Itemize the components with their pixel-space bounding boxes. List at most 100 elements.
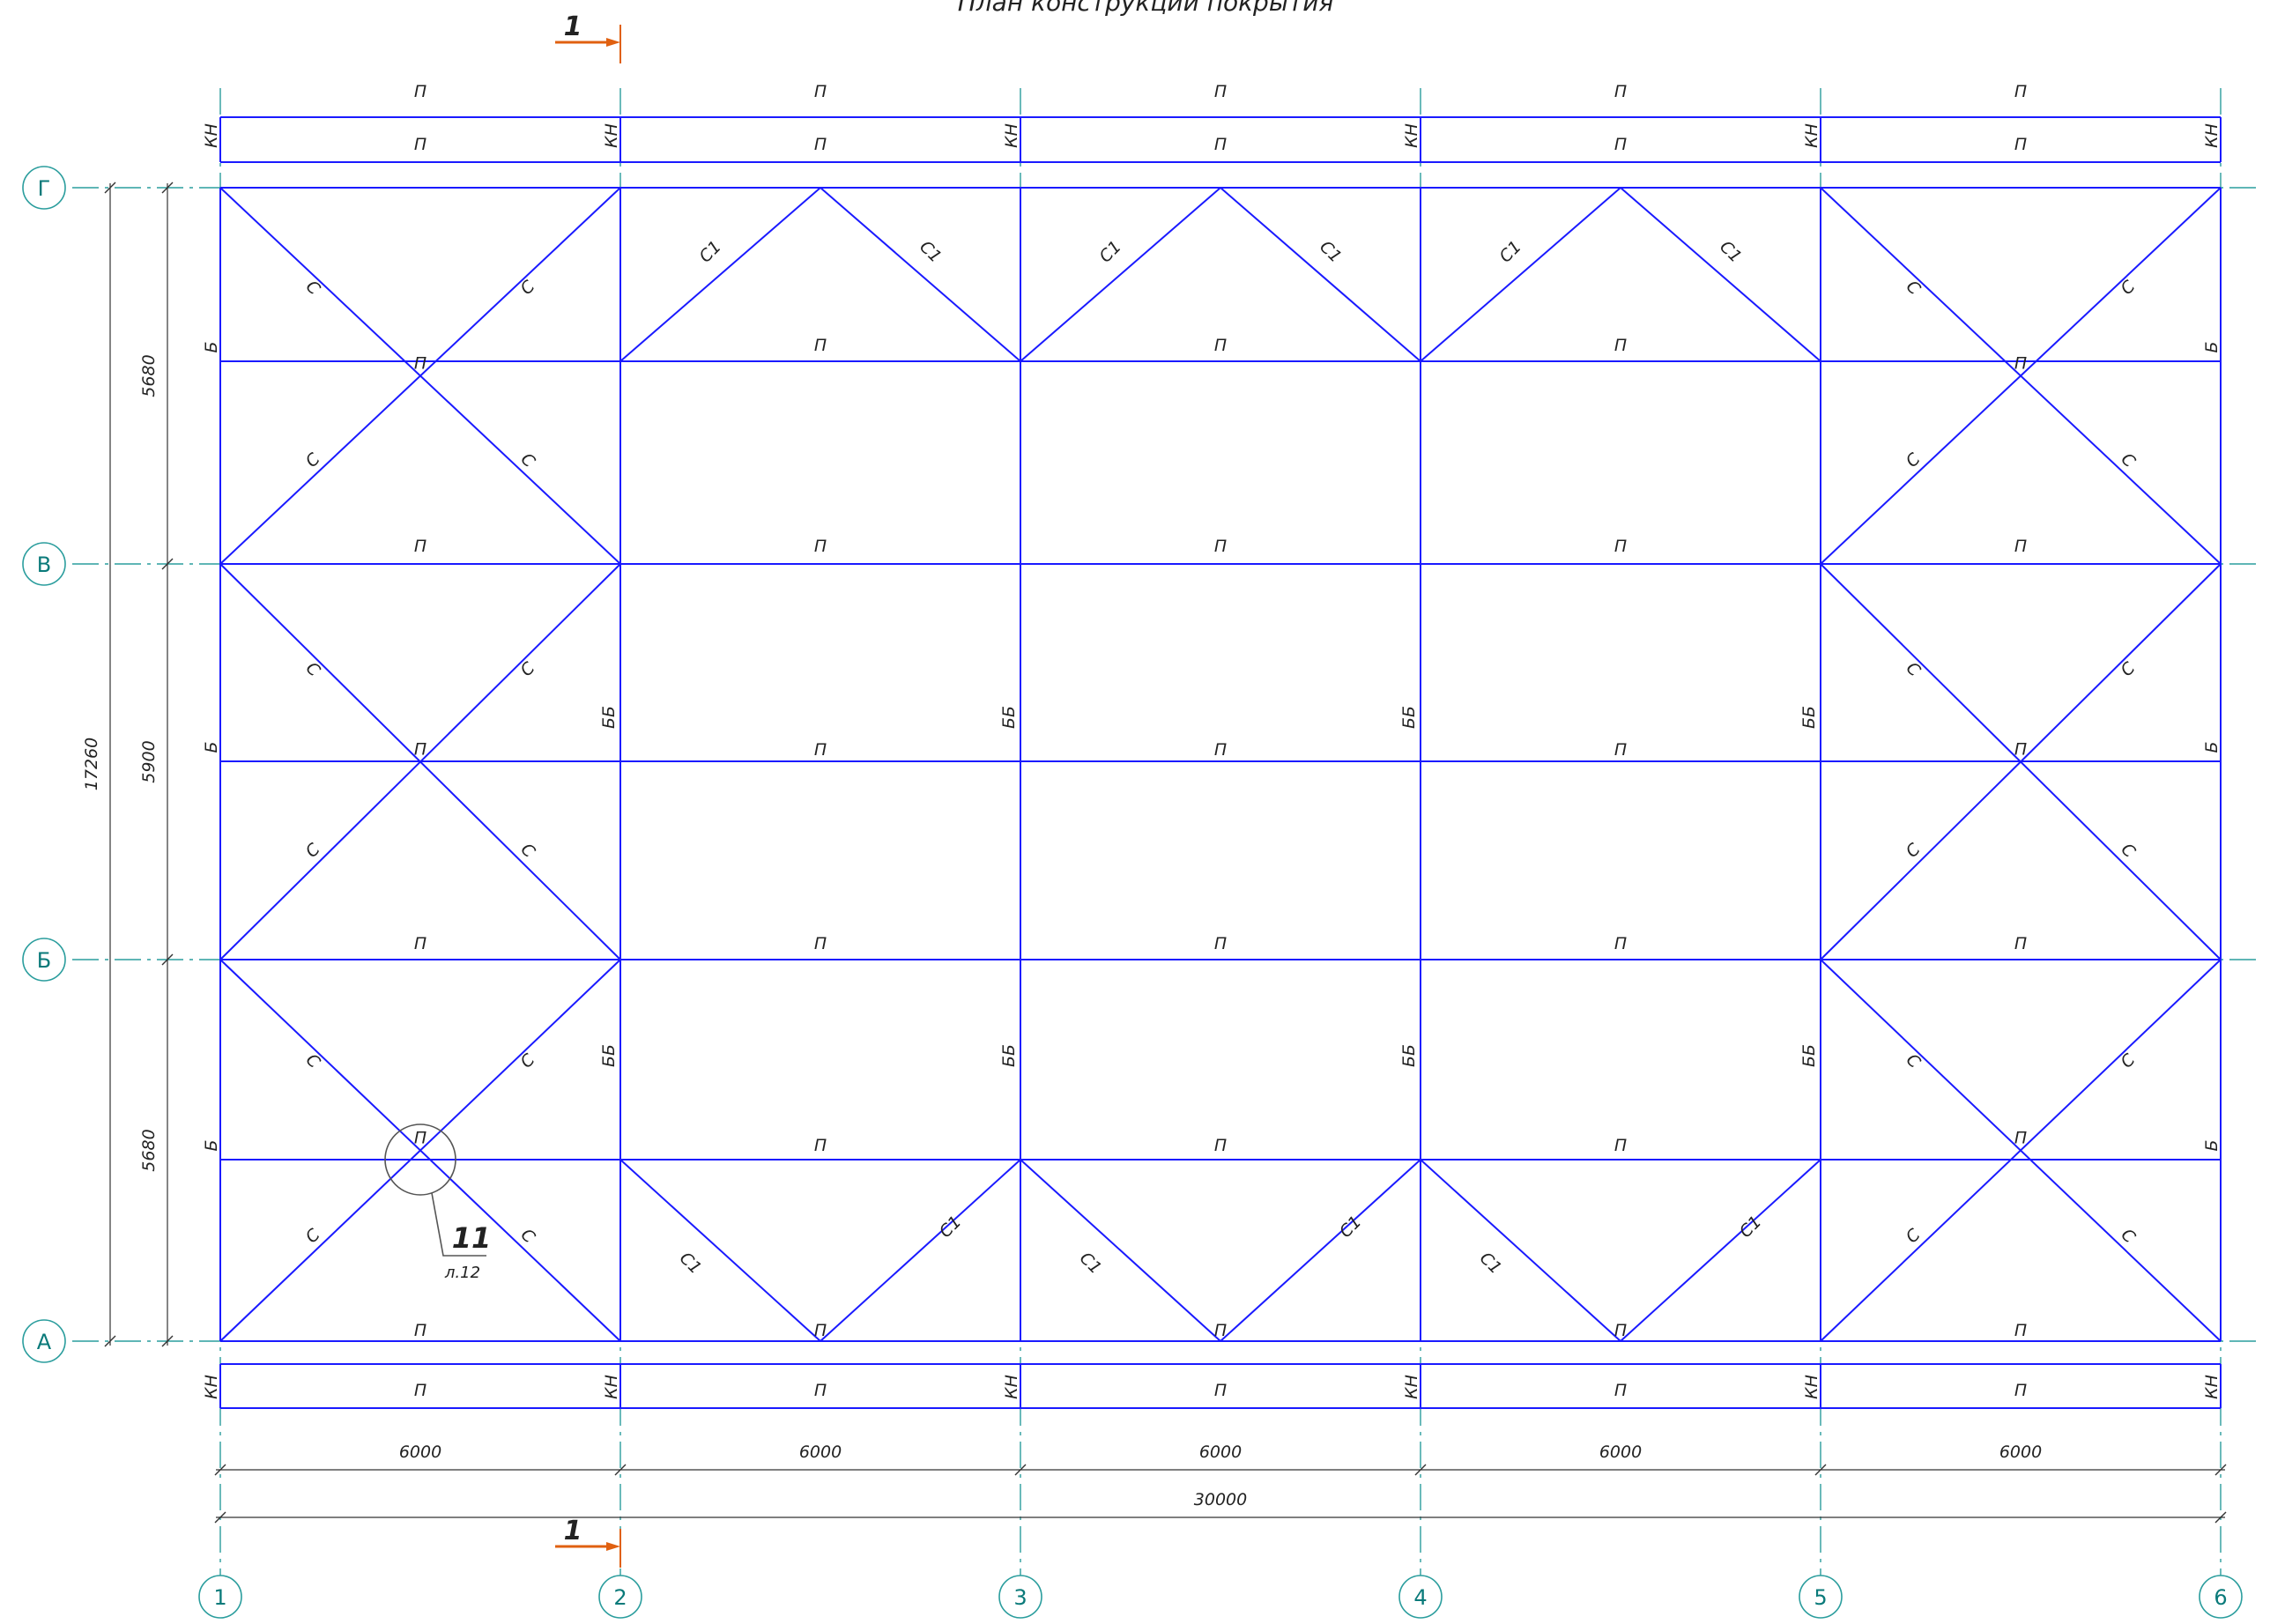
purlin-label: П: [2014, 135, 2027, 154]
purlin-label: П: [414, 82, 427, 101]
span-dimension: 6000: [1999, 1442, 2042, 1462]
purlin-label: П: [1214, 1321, 1227, 1340]
drawing-title: План конструкций покрытия: [958, 0, 1334, 17]
cantilever-label: КН: [602, 1375, 621, 1399]
purlin-label: П: [1614, 135, 1627, 154]
purlin-label: П: [1614, 740, 1627, 760]
purlin-label: П: [814, 740, 827, 760]
axis-label: 5: [1814, 1585, 1827, 1610]
brace-label: С: [1903, 1050, 1925, 1072]
detail-callout-sheet: л.12: [444, 1264, 480, 1282]
cantilever-label: КН: [1802, 1375, 1821, 1399]
brace-beam-label: ББ: [1399, 706, 1419, 729]
purlin-label: П: [1214, 537, 1227, 556]
brace-diagonal: [620, 188, 820, 361]
purlin-label: П: [1214, 740, 1227, 760]
cantilever-label: КН: [1802, 123, 1821, 148]
beam-label: Б: [202, 741, 221, 753]
purlin-label: П: [2014, 354, 2027, 374]
purlin-label: П: [1614, 1381, 1627, 1400]
brace-diagonal: [1421, 188, 1621, 361]
brace-diagonal: [1020, 1160, 1220, 1341]
purlin-label: П: [1214, 934, 1227, 953]
brace-diagonal: [1220, 1160, 1421, 1341]
purlin-label: П: [2014, 1381, 2027, 1400]
span-dimension: 6000: [1199, 1442, 1242, 1462]
brace-label: С1: [1495, 237, 1524, 266]
brace-label: С1: [676, 1249, 705, 1278]
purlin-label: П: [1614, 934, 1627, 953]
brace-label: С: [302, 1050, 324, 1072]
purlin-label: П: [414, 537, 427, 556]
purlin-label: П: [814, 1381, 827, 1400]
purlin-label: П: [2014, 740, 2027, 760]
brace-label: С: [1903, 449, 1925, 471]
brace-label: С: [516, 277, 538, 299]
span-dimension: 6000: [1599, 1442, 1642, 1462]
purlin-label: П: [1614, 537, 1627, 556]
brace-label: С1: [1736, 1212, 1765, 1242]
brace-diagonal: [1220, 188, 1421, 361]
brace-label: С: [2117, 449, 2139, 471]
cantilever-label: КН: [2202, 1375, 2222, 1399]
cantilever-label: КН: [1002, 123, 1021, 148]
purlin-label: П: [2014, 1321, 2027, 1340]
brace-label: С: [516, 449, 538, 471]
brace-label: С: [516, 1049, 538, 1072]
purlin-label: П: [1614, 336, 1627, 355]
brace-label: С: [2117, 840, 2139, 862]
axis-label: 1: [213, 1585, 226, 1610]
brace-label: С: [302, 449, 324, 471]
purlin-label: П: [1614, 1321, 1627, 1340]
total-dimension-vertical: 17260: [82, 738, 101, 790]
brace-beam-label: ББ: [999, 706, 1019, 729]
beam-label: Б: [2202, 741, 2222, 753]
brace-label: С: [1903, 277, 1925, 299]
brace-label: С1: [1076, 1249, 1105, 1278]
brace-label: С: [1903, 1225, 1925, 1247]
cantilever-label: КН: [202, 1375, 221, 1399]
purlin-label: П: [1214, 1136, 1227, 1155]
brace-diagonal: [1621, 1160, 1821, 1341]
brace-label: С: [2117, 658, 2139, 680]
brace-beam-label: ББ: [599, 1044, 619, 1067]
cantilever-label: КН: [2202, 123, 2222, 148]
beam-label: Б: [2202, 1139, 2222, 1151]
purlin-label: П: [814, 1321, 827, 1340]
purlin-label: П: [814, 537, 827, 556]
brace-diagonal: [1621, 188, 1821, 361]
purlin-label: П: [814, 135, 827, 154]
brace-label: С: [302, 658, 324, 680]
purlin-label: П: [414, 1129, 427, 1148]
beam-label: Б: [2202, 341, 2222, 352]
axis-label: 3: [1013, 1585, 1027, 1610]
cantilever-label: КН: [202, 123, 221, 148]
brace-diagonal: [820, 1160, 1020, 1341]
brace-label: С: [516, 1225, 538, 1247]
brace-label: С: [516, 658, 538, 680]
brace-label: С1: [936, 1212, 965, 1242]
brace-label: С1: [695, 237, 724, 266]
brace-label: С: [302, 1225, 324, 1247]
span-dimension: 6000: [799, 1442, 842, 1462]
purlin-label: П: [814, 336, 827, 355]
section-arrow-head: [606, 38, 620, 47]
axis-label: Б: [37, 948, 51, 973]
purlin-label: П: [1614, 82, 1627, 101]
brace-label: С1: [1716, 237, 1745, 266]
detail-callout-number: 11: [452, 1221, 492, 1255]
brace-beam-label: ББ: [599, 706, 619, 729]
brace-beam-label: ББ: [999, 1044, 1019, 1067]
cantilever-label: КН: [602, 123, 621, 148]
axis-label: 6: [2214, 1585, 2227, 1610]
span-dimension-vertical: 5900: [139, 740, 159, 782]
purlin-label: П: [2014, 1129, 2027, 1148]
purlin-label: П: [2014, 537, 2027, 556]
purlin-label: П: [414, 135, 427, 154]
span-dimension-vertical: 5680: [139, 354, 159, 397]
brace-label: С1: [916, 237, 945, 266]
brace-diagonal: [1421, 1160, 1621, 1341]
axis-label: 2: [613, 1585, 627, 1610]
brace-label: С: [2117, 1225, 2139, 1247]
